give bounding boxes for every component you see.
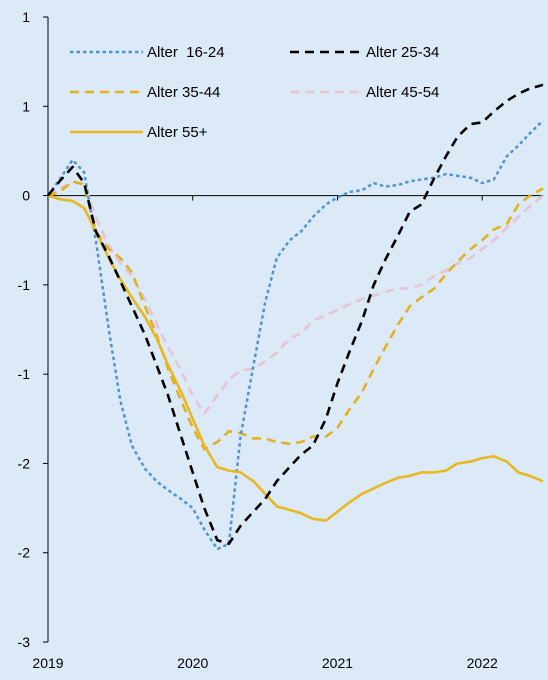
legend: Alter 16-24 Alter 25-34 Alter 35-44 Alter 4… xyxy=(70,44,439,141)
legend-label: Alter 45-54 xyxy=(366,84,439,101)
y-tick-label: 0 xyxy=(22,188,30,204)
series-lines xyxy=(46,83,544,551)
series-line-5 xyxy=(47,194,544,522)
y-tick-label: -1 xyxy=(18,277,31,293)
x-tick-label: 2020 xyxy=(177,655,208,671)
x-tick-label: 2019 xyxy=(32,655,63,671)
y-tick-label: 1 xyxy=(22,98,30,114)
legend-label: Alter 25-34 xyxy=(366,44,439,61)
series-line-4 xyxy=(47,181,544,415)
series-line-3 xyxy=(47,180,544,451)
x-tick-label: 2021 xyxy=(322,655,353,671)
y-tick-label: -2 xyxy=(18,455,31,471)
legend-label: Alter 55+ xyxy=(147,124,208,141)
y-tick-label: -1 xyxy=(18,366,31,382)
y-tick-label: -2 xyxy=(18,545,31,561)
series-line-2 xyxy=(46,83,544,546)
y-tick-label: 1 xyxy=(22,9,30,25)
series-line-1 xyxy=(46,119,544,551)
legend-label: Alter 16-24 xyxy=(147,44,225,61)
legend-label: Alter 35-44 xyxy=(147,84,220,101)
y-tick-label: -3 xyxy=(18,634,31,650)
x-tick-label: 2022 xyxy=(467,655,498,671)
